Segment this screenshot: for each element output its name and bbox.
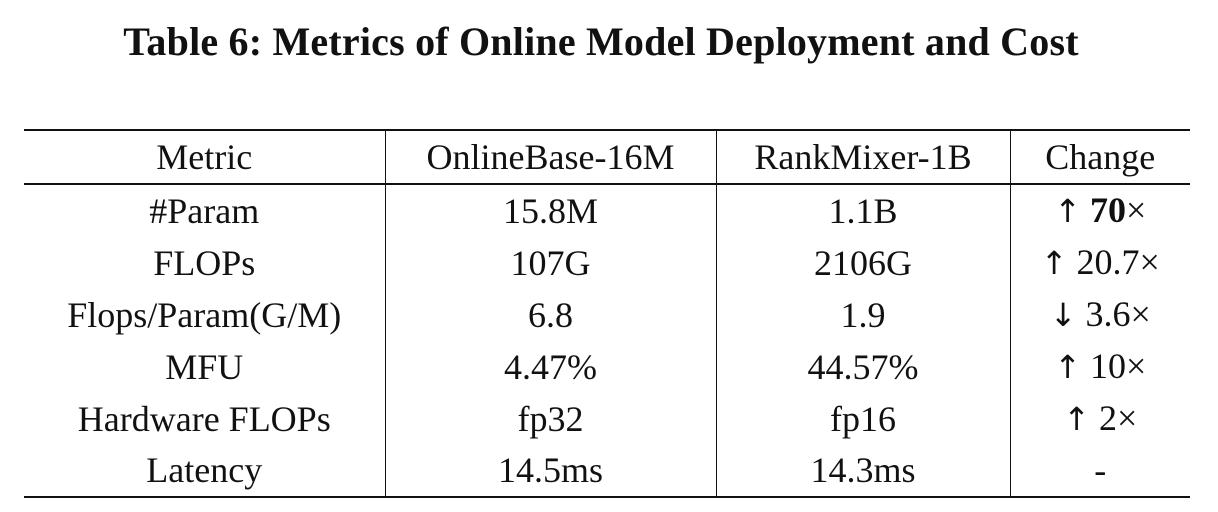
metric-name-cell: MFU	[165, 346, 244, 387]
table-body: #Param 15.8M 1.1B ↑ 70× FLOPs 107G 2106G ↑ 20.7…	[24, 184, 1190, 497]
rankmixer-value-cell: fp16	[715, 393, 1010, 445]
header-rankmixer: RankMixer-1B	[715, 130, 1010, 184]
rankmixer-value-cell: 1.9	[715, 289, 1010, 341]
arrow-up-icon: ↑	[1063, 400, 1090, 438]
times-symbol: ×	[1117, 398, 1138, 438]
arrow-down-icon: ↓	[1049, 296, 1077, 334]
header-onlinebase: OnlineBase-16M	[384, 130, 716, 184]
change-cell: ↑ 20.7×	[1009, 237, 1190, 289]
rankmixer-value-cell: 44.57%	[715, 341, 1010, 393]
metric-name-cell: Flops/Param(G/M)	[67, 294, 342, 335]
change-cell: ↑ 10×	[1009, 341, 1190, 393]
metric-name-cell: Latency	[146, 450, 263, 490]
metric-name-cell: FLOPs	[153, 242, 256, 283]
arrow-up-icon: ↑	[1054, 192, 1081, 230]
rankmixer-value-cell: 1.1B	[715, 184, 1010, 237]
header-change: Change	[1009, 130, 1190, 184]
change-value: 70	[1090, 190, 1126, 230]
change-cell: ↓ 3.6×	[1009, 289, 1190, 341]
rankmixer-value-cell: 14.3ms	[715, 445, 1010, 497]
onlinebase-value-cell: 107G	[384, 237, 716, 289]
times-symbol: ×	[1126, 346, 1147, 386]
table-row: Latency 14.5ms 14.3ms -	[24, 445, 1190, 497]
change-value: 2	[1099, 398, 1117, 438]
table-row: Flops/Param(G/M) 6.8 1.9 ↓ 3.6×	[24, 289, 1190, 341]
metric-name-cell: #Param	[149, 190, 260, 231]
rankmixer-value-cell: 2106G	[715, 237, 1010, 289]
change-value: -	[1094, 450, 1107, 490]
onlinebase-value-cell: 14.5ms	[384, 445, 716, 497]
arrow-up-icon: ↑	[1040, 244, 1068, 282]
times-symbol: ×	[1130, 294, 1151, 334]
onlinebase-value-cell: 4.47%	[384, 341, 716, 393]
change-cell: ↑ 2×	[1009, 393, 1190, 445]
onlinebase-value-cell: fp32	[384, 393, 716, 445]
change-cell: -	[1009, 445, 1190, 497]
onlinebase-value-cell: 15.8M	[384, 184, 716, 237]
table-row: MFU 4.47% 44.57% ↑ 10×	[24, 341, 1190, 393]
change-cell: ↑ 70×	[1009, 184, 1190, 237]
onlinebase-value-cell: 6.8	[384, 289, 716, 341]
header-row: Metric OnlineBase-16M RankMixer-1B Chang…	[24, 130, 1190, 184]
table-row: Hardware FLOPs fp32 fp16 ↑ 2×	[24, 393, 1190, 445]
arrow-up-icon: ↑	[1054, 348, 1081, 386]
times-symbol: ×	[1126, 190, 1147, 230]
table-row: #Param 15.8M 1.1B ↑ 70×	[24, 184, 1190, 237]
table-header: Metric OnlineBase-16M RankMixer-1B Chang…	[24, 130, 1190, 184]
metric-name-cell: Hardware FLOPs	[77, 398, 331, 439]
change-value: 20.7	[1076, 242, 1140, 282]
table-row: FLOPs 107G 2106G ↑ 20.7×	[24, 237, 1190, 289]
table-caption: Table 6: Metrics of Online Model Deploym…	[123, 19, 1079, 64]
change-value: 10	[1090, 346, 1126, 386]
times-symbol: ×	[1139, 242, 1160, 282]
header-metric: Metric	[156, 137, 253, 177]
change-value: 3.6	[1085, 294, 1131, 334]
metrics-table: Metric OnlineBase-16M RankMixer-1B Chang…	[24, 129, 1190, 498]
